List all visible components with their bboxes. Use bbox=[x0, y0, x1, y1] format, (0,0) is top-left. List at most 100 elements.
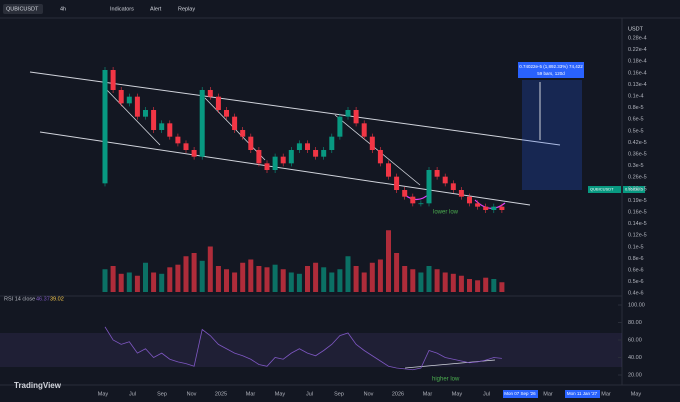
brand: TradingView bbox=[14, 381, 62, 390]
time-label: Sep bbox=[334, 391, 344, 397]
price-label: 0.18e-4 bbox=[628, 59, 647, 65]
price-label: 0.13e-4 bbox=[628, 82, 647, 88]
volume-bar bbox=[418, 272, 424, 292]
volume-bar bbox=[232, 272, 238, 292]
time-label: 2026 bbox=[392, 391, 404, 397]
volume-bar bbox=[434, 269, 440, 292]
currency[interactable]: USDT bbox=[628, 26, 644, 32]
volume-bar bbox=[475, 280, 481, 292]
candle bbox=[491, 206, 497, 210]
volume-bar bbox=[410, 269, 416, 292]
toolbar bbox=[0, 0, 680, 18]
price-label: 0.12e-5 bbox=[628, 233, 647, 239]
volume-bar bbox=[183, 256, 189, 292]
volume-bar bbox=[191, 253, 197, 292]
time-label: Nov bbox=[187, 391, 197, 397]
candle bbox=[361, 123, 367, 137]
price-label: 0.5e-6 bbox=[628, 279, 644, 285]
time-label: Jul bbox=[483, 391, 490, 397]
candle bbox=[207, 90, 213, 97]
candle bbox=[402, 190, 408, 197]
time-label: Mar bbox=[423, 391, 433, 397]
candle bbox=[418, 203, 424, 205]
candle bbox=[110, 70, 116, 90]
symbol-box[interactable] bbox=[3, 4, 43, 14]
candle bbox=[232, 116, 238, 130]
candle bbox=[305, 143, 310, 150]
candle bbox=[475, 203, 481, 207]
volume-bar bbox=[102, 269, 108, 292]
volume-bar bbox=[450, 273, 456, 292]
candle bbox=[126, 96, 132, 104]
candle bbox=[321, 150, 327, 157]
candle bbox=[248, 136, 254, 150]
price-label: 0.42e-5 bbox=[628, 140, 647, 146]
candle bbox=[175, 136, 181, 144]
candle bbox=[288, 150, 294, 164]
volume-bar bbox=[143, 262, 148, 292]
volume-bar bbox=[329, 272, 335, 292]
candle bbox=[467, 196, 472, 204]
candle bbox=[353, 110, 359, 124]
price-label: 0.4e-6 bbox=[628, 291, 644, 297]
volume-bar bbox=[353, 266, 359, 292]
candle bbox=[167, 123, 173, 137]
price-label: 0.6e-6 bbox=[628, 267, 644, 273]
volume-bar bbox=[402, 266, 408, 292]
volume-bar bbox=[167, 267, 173, 292]
higher-low: higher low bbox=[432, 377, 460, 383]
volume-bar bbox=[159, 273, 165, 292]
price-label: 0.22e-4 bbox=[628, 47, 647, 53]
time-highlight-label: Mon 07 Sep '26 bbox=[504, 391, 536, 396]
volume-bar bbox=[280, 269, 286, 292]
volume-bar bbox=[426, 266, 432, 292]
interval[interactable]: 4h bbox=[60, 6, 66, 12]
price-label: 0.8e-5 bbox=[628, 105, 644, 111]
volume-bar bbox=[207, 246, 213, 292]
time-highlight bbox=[503, 390, 538, 398]
position-label: 0.74022e-5 (1,892.33%) 74,422 bbox=[519, 64, 583, 69]
candle bbox=[264, 163, 270, 170]
candle bbox=[426, 170, 432, 204]
volume-bar bbox=[305, 266, 310, 292]
volume-bar bbox=[491, 279, 497, 292]
volume-bar bbox=[458, 275, 464, 292]
symbol[interactable]: QUBICUSDT bbox=[6, 6, 39, 12]
volume-bar bbox=[288, 272, 294, 292]
candle bbox=[450, 183, 456, 190]
volume-bar bbox=[126, 272, 132, 292]
price-label: 0.5e-5 bbox=[628, 128, 644, 134]
volume-bar bbox=[369, 262, 375, 292]
candle bbox=[199, 90, 205, 157]
rsi-band bbox=[0, 333, 622, 367]
volume-bar bbox=[394, 253, 400, 292]
volume-bar bbox=[377, 259, 383, 292]
replay[interactable]: Replay bbox=[178, 6, 195, 12]
volume-bar bbox=[134, 275, 140, 292]
candle bbox=[410, 196, 416, 204]
indicators[interactable]: Indicators bbox=[110, 6, 134, 12]
candle bbox=[143, 110, 148, 117]
time-label: Mar bbox=[246, 391, 256, 397]
volume-bar bbox=[321, 267, 327, 292]
time-label: 2025 bbox=[215, 391, 227, 397]
price-label: 0.16e-5 bbox=[628, 209, 647, 215]
candle bbox=[183, 143, 189, 150]
rsi-value1: 46.37 bbox=[36, 296, 50, 302]
volume-bar bbox=[499, 282, 505, 292]
position-box[interactable] bbox=[522, 80, 582, 190]
alert[interactable]: Alert bbox=[150, 6, 162, 12]
volume-bar bbox=[442, 272, 448, 292]
candle bbox=[377, 150, 383, 164]
volume-bar bbox=[361, 272, 367, 292]
candle bbox=[483, 206, 489, 210]
time-label: Nov bbox=[364, 391, 374, 397]
volume-bar bbox=[296, 273, 302, 292]
time-label: May bbox=[452, 391, 463, 397]
candle bbox=[215, 96, 221, 110]
candle bbox=[458, 190, 464, 197]
candle bbox=[240, 130, 246, 137]
time-label: Jul bbox=[306, 391, 313, 397]
time-label: Mar bbox=[601, 391, 611, 397]
